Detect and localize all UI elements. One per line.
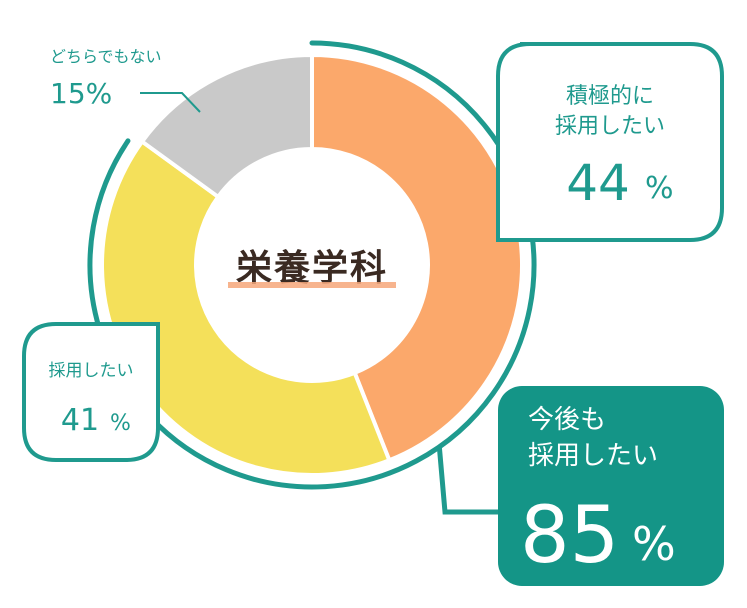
- label-orange-value: 44: [566, 154, 630, 212]
- slice-yellow: [100, 138, 392, 477]
- callout-yellow-box: [22, 322, 160, 462]
- label-gray-title: どちらでもない: [50, 47, 162, 66]
- label-orange-line1: 積極的に: [566, 84, 654, 109]
- slice-orange: [310, 52, 524, 463]
- label-gray-value: 15%: [50, 77, 112, 110]
- label-yellow-title: 採用したい: [49, 361, 134, 381]
- label-yellow-callout: 採用したい 41 %: [22, 322, 160, 462]
- total-leader-line: [436, 446, 498, 515]
- callout-orange-box: [496, 42, 724, 242]
- label-total-value: 85: [520, 491, 619, 581]
- label-total-line2: 採用したい: [528, 441, 658, 471]
- label-orange-callout: 積極的に 採用したい 44 %: [496, 42, 724, 242]
- label-yellow-value: 41: [61, 403, 99, 438]
- chart-title-underline: [228, 282, 396, 288]
- label-total-callout: 今後も 採用したい 85 %: [498, 386, 724, 586]
- label-orange-unit: %: [645, 171, 674, 206]
- total-bracket-arc: [87, 40, 537, 490]
- slice-gray: [139, 52, 314, 200]
- callout-total-box: [498, 386, 724, 586]
- label-total-line1: 今後も: [528, 405, 606, 435]
- label-yellow-unit: %: [110, 411, 131, 436]
- label-orange-line2: 採用したい: [555, 114, 665, 139]
- label-total-unit: %: [632, 517, 676, 571]
- label-gray: どちらでもない 15%: [50, 47, 201, 113]
- label-gray-leader: [140, 92, 201, 113]
- donut-slices: [100, 52, 524, 477]
